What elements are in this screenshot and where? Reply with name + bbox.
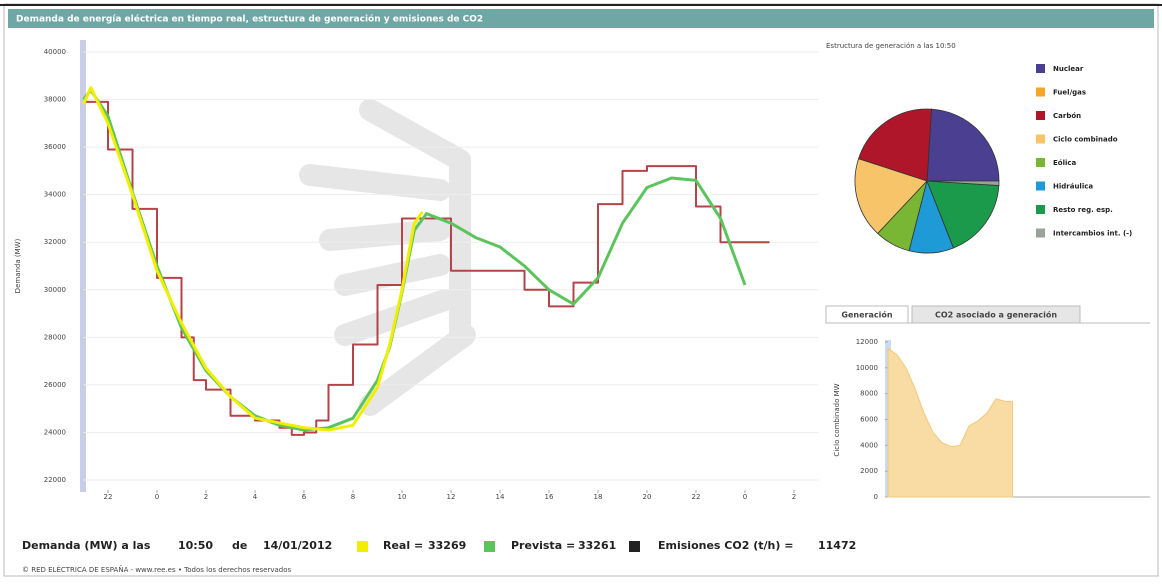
legend-label: Intercambios int. (-) (1053, 230, 1132, 238)
status-real: 33269 (428, 539, 466, 552)
status-time: 10:50 (178, 539, 213, 552)
y-tick-label: 40000 (44, 48, 66, 56)
legend-swatch (1036, 135, 1045, 144)
x-tick-label: 6 (302, 493, 307, 501)
status-real-label: Real = (383, 539, 423, 552)
y-tick-label: 8000 (860, 390, 878, 398)
x-tick-label: 0 (743, 493, 747, 501)
legend-swatch (484, 541, 495, 552)
y-tick-label: 32000 (44, 238, 66, 246)
status-de: de (232, 539, 247, 552)
legend-swatch (1036, 111, 1045, 120)
status-prevista: 33261 (578, 539, 616, 552)
legend-swatch (1036, 205, 1045, 214)
page: Demanda de energía eléctrica en tiempo r… (0, 0, 1162, 580)
footer: © RED ELÉCTRICA DE ESPAÑA - www.ree.es •… (22, 565, 291, 574)
tab-label[interactable]: Generación (841, 310, 892, 320)
status-co2: 11472 (818, 539, 856, 552)
legend-label: Resto reg. esp. (1053, 206, 1113, 214)
y-tick-label: 22000 (44, 476, 66, 484)
x-tick-label: 18 (594, 493, 603, 501)
y-axis-label: Demanda (MW) (14, 238, 22, 293)
status-prevista-label: Prevista = (511, 539, 575, 552)
legend-label: Carbón (1053, 112, 1081, 120)
x-tick-label: 12 (447, 493, 456, 501)
legend-swatch (357, 541, 368, 552)
tab-label[interactable]: CO2 asociado a generación (935, 310, 1057, 320)
y-tick-label: 38000 (44, 96, 66, 104)
x-tick-label: 10 (398, 493, 407, 501)
x-tick-label: 8 (351, 493, 355, 501)
legend-swatch (1036, 158, 1045, 167)
y-tick-label: 36000 (44, 143, 66, 151)
y-axis-label: Ciclo combinado MW (833, 383, 841, 456)
legend-label: Eólica (1053, 159, 1077, 167)
y-tick-label: 26000 (44, 381, 66, 389)
y-tick-label: 2000 (860, 467, 878, 475)
y-tick-label: 34000 (44, 191, 66, 199)
y-tick-label: 6000 (860, 416, 878, 424)
legend-swatch (1036, 88, 1045, 97)
status-co2-label: Emisiones CO2 (t/h) = (658, 539, 793, 552)
pie-title: Estructura de generación a las 10:50 (826, 42, 956, 50)
x-tick-label: 22 (104, 493, 113, 501)
x-tick-label: 2 (792, 493, 796, 501)
y-tick-label: 4000 (860, 441, 878, 449)
x-tick-label: 22 (692, 493, 701, 501)
x-tick-label: 16 (545, 493, 554, 501)
status: Demanda (MW) a las 10:50 de 14/01/2012 R… (22, 539, 856, 552)
x-tick-label: 14 (496, 493, 505, 501)
legend-label: Nuclear (1053, 65, 1084, 73)
x-tick-label: 4 (253, 493, 258, 501)
y-tick-label: 0 (874, 493, 878, 501)
range-band (80, 40, 86, 492)
legend-swatch (1036, 64, 1045, 73)
status-date: 14/01/2012 (263, 539, 332, 552)
y-tick-label: 10000 (856, 364, 878, 372)
y-tick-label: 30000 (44, 286, 66, 294)
legend-label: Fuel/gas (1053, 89, 1086, 97)
status-label: Demanda (MW) a las (22, 539, 151, 552)
y-tick-label: 28000 (44, 333, 66, 341)
y-tick-label: 12000 (856, 338, 878, 346)
x-tick-label: 2 (204, 493, 208, 501)
legend-swatch (629, 541, 640, 552)
legend-label: Hidráulica (1053, 183, 1093, 191)
header-title: Demanda de energía eléctrica en tiempo r… (16, 14, 483, 25)
x-tick-label: 0 (155, 493, 159, 501)
legend-label: Ciclo combinado (1053, 136, 1118, 144)
legend-swatch (1036, 182, 1045, 191)
y-tick-label: 24000 (44, 428, 66, 436)
legend-swatch (1036, 229, 1045, 238)
x-tick-label: 20 (643, 493, 652, 501)
